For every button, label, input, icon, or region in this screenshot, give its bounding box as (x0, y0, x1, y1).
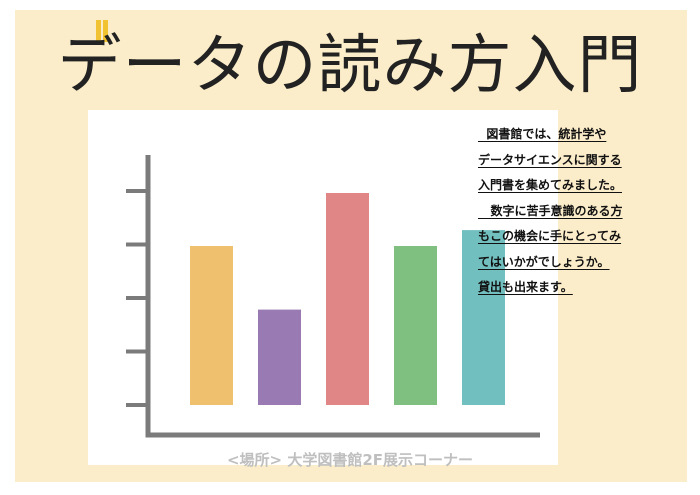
bar (462, 230, 505, 405)
bar-chart-icon (96, 20, 114, 44)
notice-line: もこの機会に手にとってみ (478, 229, 622, 243)
bar-chart (126, 155, 540, 438)
notice-line: 数字に苦手意識のある方 (478, 203, 623, 218)
bar (394, 246, 437, 405)
notice-line: 図書館では、統計学や (478, 127, 607, 141)
notice-text: 図書館では、統計学や データサイエンスに関する 入門書を集めてみました。 数字に… (478, 122, 678, 301)
bar (190, 246, 233, 405)
bar (326, 193, 369, 405)
chart-panel (88, 110, 558, 465)
notice-line: 貸出も出来ます。 (478, 280, 573, 294)
bar (258, 309, 301, 405)
poster-title: データの読み方入門 (57, 29, 643, 103)
notice-line: 入門書を集めてみました。 (478, 178, 623, 192)
notice-line: データサイエンスに関する (478, 152, 622, 167)
location-label: <場所> 大学図書館2F展示コーナー (226, 451, 474, 469)
notice-line: てはいかがでしょうか。 (478, 254, 610, 269)
